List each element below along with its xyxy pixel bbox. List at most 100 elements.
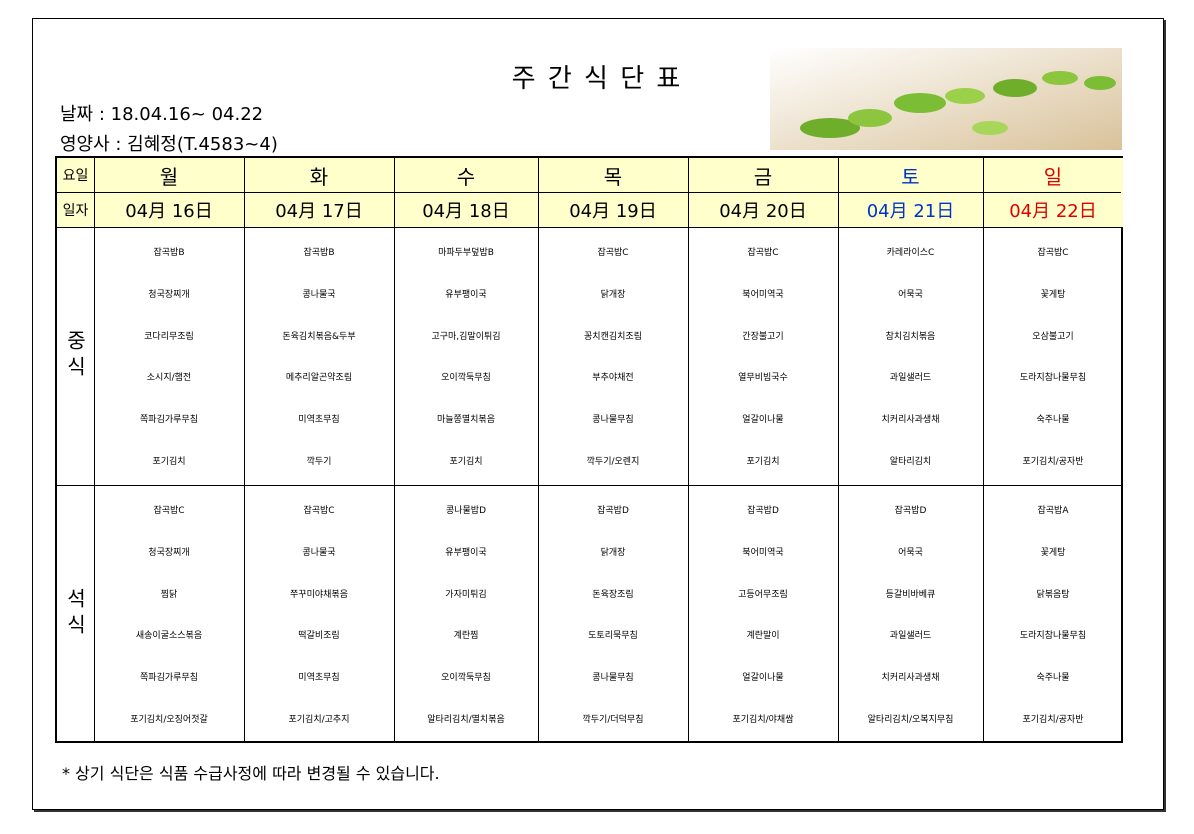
day-name: 수 — [394, 158, 538, 192]
menu-item: 도라지참나물무침 — [1019, 631, 1087, 642]
menu-item: 닭개장 — [600, 547, 626, 558]
menu-item: 계란말이 — [746, 631, 780, 642]
menu-item: 돈육장조림 — [592, 589, 634, 600]
meal-label: 석식 — [63, 588, 87, 640]
menu-item: 과일샐러드 — [889, 373, 932, 384]
menu-item: 잡곡밥B — [303, 248, 335, 259]
menu-item: 꽃게탕 — [1040, 547, 1066, 558]
menu-item: 어묵국 — [898, 547, 923, 558]
menu-item: 오삼불고기 — [1032, 331, 1074, 342]
menu-item: 열무비빔국수 — [738, 373, 788, 384]
grid-line — [688, 158, 689, 741]
menu-item: 포기김치 — [449, 456, 483, 467]
menu-item: 깍두기/오렌지 — [586, 456, 640, 467]
grid-line — [838, 158, 839, 741]
menu-item: 새송이굴소스볶음 — [135, 631, 203, 642]
menu-item: 유부팽이국 — [445, 289, 487, 300]
date: 04月 16日 — [94, 192, 244, 227]
menu-item: 꽁치캔김치조림 — [584, 331, 642, 342]
menu-item: 카레라이스C — [886, 248, 935, 259]
menu-item: 꽃게탕 — [1040, 289, 1066, 300]
menu-item: 등갈비바베큐 — [885, 589, 936, 600]
menu-item: 잡곡밥C — [1037, 248, 1069, 259]
meal-label: 중식 — [63, 330, 87, 382]
menu-item: 마파두부덮밥B — [438, 248, 494, 259]
menu-item: 고등어무조림 — [738, 589, 788, 600]
menu-item: 과일샐러드 — [889, 631, 932, 642]
menu-item: 오이깍둑무침 — [441, 373, 491, 384]
grid-line — [57, 227, 1121, 228]
menu-item: 잡곡밥A — [1037, 506, 1069, 517]
menu-item: 숙주나물 — [1036, 414, 1070, 425]
menu-item: 미역초무침 — [298, 414, 340, 425]
menu-item: 미역초무침 — [298, 672, 340, 683]
menu-item: 얼갈이나물 — [742, 414, 784, 425]
menu-item: 콩나물국 — [302, 547, 336, 558]
menu-item: 잡곡밥D — [597, 506, 629, 517]
menu-item: 청국장찌개 — [148, 547, 190, 558]
date: 04月 22日 — [983, 192, 1123, 227]
menu-item: 콩나물무침 — [592, 414, 634, 425]
menu-item: 오이깍둑무침 — [441, 672, 491, 683]
menu-item: 콩나물무침 — [592, 672, 634, 683]
title: 주 간 식 단 표 — [511, 64, 683, 94]
menu-item: 계란찜 — [453, 631, 479, 642]
menu-item: 쪽파김가루무침 — [140, 414, 198, 425]
grid-line — [394, 158, 395, 741]
date: 04月 18日 — [394, 192, 538, 227]
menu-item: 고구마,김말이튀김 — [431, 331, 501, 342]
date: 04月 21日 — [838, 192, 983, 227]
menu-item: 소시지/햄전 — [146, 373, 192, 384]
menu-item: 떡갈비조림 — [298, 631, 340, 642]
grid-line — [244, 158, 245, 741]
menu-item: 유부팽이국 — [445, 547, 487, 558]
menu-item: 잡곡밥C — [153, 506, 185, 517]
day-name: 금 — [688, 158, 838, 192]
menu-item: 포기김치/공자반 — [1022, 714, 1084, 725]
menu-item: 가자미튀김 — [445, 589, 487, 600]
menu-item: 닭개장 — [600, 289, 626, 300]
menu-item: 잡곡밥B — [153, 248, 185, 259]
menu-item: 잡곡밥C — [747, 248, 779, 259]
menu-item: 찜닭 — [160, 589, 178, 600]
menu-item: 포기김치/고추지 — [288, 714, 350, 725]
menu-item: 닭볶음탕 — [1036, 589, 1070, 600]
date-label: 일자 — [57, 192, 94, 227]
footnote: * 상기 식단은 식품 수급사정에 따라 변경될 수 있습니다. — [62, 764, 440, 783]
page-frame — [32, 18, 1164, 810]
menu-item: 북어미역국 — [742, 547, 784, 558]
menu-item: 부추야채전 — [592, 373, 634, 384]
menu-item: 참치김치볶음 — [885, 331, 936, 342]
day-name: 화 — [244, 158, 394, 192]
menu-item: 잡곡밥C — [597, 248, 629, 259]
menu-item: 포기김치 — [152, 456, 186, 467]
grid-line — [538, 158, 539, 741]
day-name: 토 — [838, 158, 983, 192]
day-name: 일 — [983, 158, 1123, 192]
sprout-image — [770, 48, 1122, 150]
grid-line — [94, 158, 95, 741]
grid-line — [57, 485, 1121, 486]
menu-item: 잡곡밥C — [303, 506, 335, 517]
menu-item: 도라지참나물무침 — [1019, 373, 1087, 384]
menu-item: 포기김치/야채쌈 — [732, 714, 794, 725]
menu-item: 포기김치 — [746, 456, 780, 467]
menu-item: 마늘쫑멸치볶음 — [437, 414, 495, 425]
menu-item: 깍두기 — [306, 456, 332, 467]
date: 날짜 : 18.04.16~ 04.22 — [60, 104, 264, 125]
menu-item: 메추리알곤약조림 — [285, 373, 353, 384]
menu-item: 알타리김치 — [889, 456, 932, 467]
menu-item: 돈육김치볶음&두부 — [282, 331, 356, 342]
day-label: 요일 — [57, 158, 94, 192]
menu-item: 숙주나물 — [1036, 672, 1070, 683]
menu-table: 요일 일자 월 04月 16日 화 04月 17日 수 04月 18日 목 04月 19日 금 04月… — [55, 156, 1123, 743]
menu-item: 치커리사과생채 — [881, 414, 940, 425]
day-name: 월 — [94, 158, 244, 192]
menu-item: 간장불고기 — [742, 331, 784, 342]
dietitian: 영양사 : 김혜정(T.4583~4) — [60, 134, 278, 155]
menu-item: 포기김치/공자반 — [1022, 456, 1084, 467]
day-name: 목 — [538, 158, 688, 192]
menu-item: 도토리묵무침 — [588, 631, 638, 642]
menu-item: 알타리김치/오복지무침 — [867, 714, 954, 725]
